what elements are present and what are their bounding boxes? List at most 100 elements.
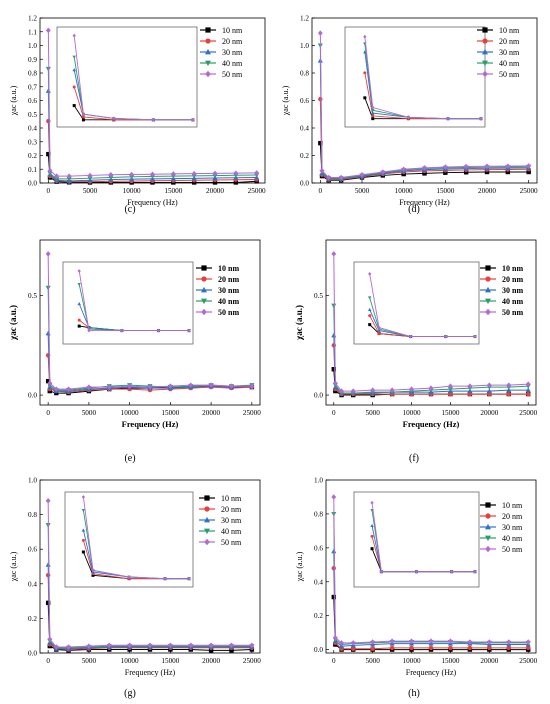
inset-data-point — [81, 495, 86, 499]
x-tick-label: 15000 — [161, 409, 179, 417]
y-tick-label: 0.8 — [300, 70, 309, 78]
legend-label: 20 nm — [221, 505, 242, 514]
inset-data-point — [446, 116, 450, 121]
legend-label: 30 nm — [502, 523, 523, 532]
legend-label: 40 nm — [499, 59, 520, 68]
x-tick-label: 20000 — [206, 187, 224, 195]
plot-frame — [39, 239, 261, 406]
data-point — [484, 169, 490, 175]
inset-data-point — [81, 112, 86, 117]
data-point — [443, 170, 448, 175]
data-point — [229, 383, 234, 389]
data-point — [526, 163, 532, 169]
legend-label: 10 nm — [502, 264, 523, 273]
data-point — [208, 382, 214, 388]
y-tick-label: 0.2 — [28, 152, 37, 160]
inset-data-point — [371, 105, 375, 110]
y-axis-label: χac (a.u.) — [9, 551, 18, 582]
x-axis-label: Frequency (Hz) — [127, 198, 178, 207]
y-tick-label: 0.6 — [28, 97, 37, 105]
legend-label: 10 nm — [502, 501, 523, 510]
data-point — [47, 380, 53, 386]
y-tick-label: 0.8 — [28, 511, 37, 519]
data-point — [331, 494, 337, 500]
legend-label: 10 nm — [499, 26, 520, 35]
chart-panel: 0 5000 10000 15000 20000 25000 0.0 0.5 Frequency… — [8, 239, 261, 464]
inset-data-point — [120, 328, 124, 333]
y-tick-label: 1.1 — [28, 28, 37, 36]
inset-data-point — [370, 500, 374, 505]
inset-data-point — [444, 334, 448, 339]
y-tick-label: 1.2 — [300, 15, 309, 23]
inset-data-point — [77, 324, 81, 328]
data-point — [318, 140, 323, 146]
data-point — [350, 640, 356, 646]
legend-marker — [201, 265, 207, 271]
data-point — [167, 383, 173, 389]
y-tick-label: 0.7 — [28, 83, 37, 91]
legend-label: 40 nm — [218, 297, 239, 306]
legend-label: 10 nm — [222, 26, 243, 35]
x-tick-label: 0 — [46, 657, 50, 665]
inset-data-point — [368, 323, 372, 327]
inset-data-point — [91, 573, 95, 577]
inset-data-point — [370, 523, 374, 528]
legend-marker — [485, 286, 491, 293]
legend-label: 20 nm — [502, 512, 523, 521]
data-point — [486, 382, 492, 388]
data-point — [249, 383, 255, 389]
panel-label: (d) — [408, 204, 420, 215]
chart-panel: 0 5000 10000 15000 20000 25000 0.0 0.2 0.4 0.6 0.8… — [295, 477, 538, 700]
data-point — [233, 180, 239, 185]
legend-marker — [204, 506, 210, 512]
data-point — [506, 382, 512, 388]
data-point — [350, 388, 356, 394]
legend-label: 30 nm — [499, 48, 520, 57]
x-tick-label: 25000 — [243, 657, 261, 665]
inset-data-point — [377, 332, 381, 336]
data-point — [106, 384, 112, 390]
data-point — [389, 638, 395, 644]
data-point — [47, 167, 53, 174]
data-point — [45, 600, 51, 606]
legend-label: 30 nm — [502, 286, 523, 295]
x-axis-label: Frequency (Hz) — [399, 198, 450, 207]
inset-data-point — [127, 575, 131, 579]
panel-label: (e) — [124, 453, 135, 464]
inset-data-point — [81, 115, 85, 119]
x-tick-label: 15000 — [436, 187, 454, 195]
inset-data-point — [379, 569, 384, 574]
x-axis-label: Frequency (Hz) — [122, 419, 179, 429]
x-tick-label: 0 — [46, 409, 50, 417]
inset-data-point — [370, 534, 374, 538]
legend-label: 30 nm — [218, 286, 239, 295]
x-tick-label: 5000 — [355, 187, 370, 195]
legend-label: 50 nm — [502, 308, 523, 317]
inset-frame — [353, 261, 480, 345]
data-point — [467, 383, 473, 389]
data-point — [108, 172, 114, 178]
legend-marker — [485, 298, 491, 305]
data-point — [505, 163, 511, 169]
data-point — [339, 388, 344, 394]
data-point — [389, 387, 395, 393]
x-tick-label: 20000 — [202, 657, 220, 665]
legend-label: 20 nm — [499, 37, 520, 46]
legend-label: 10 nm — [218, 264, 239, 273]
data-point — [87, 172, 93, 179]
data-point — [108, 175, 114, 181]
inset-data-point — [371, 117, 375, 121]
legend-marker — [205, 27, 211, 33]
data-point — [45, 498, 51, 504]
y-axis-label: χac (a.u.) — [281, 85, 290, 116]
data-point — [332, 380, 338, 386]
panel-label: (h) — [408, 688, 420, 699]
legend-label: 20 nm — [222, 37, 243, 46]
legend-marker — [204, 516, 210, 523]
data-point — [249, 642, 255, 648]
data-point — [331, 367, 336, 372]
legend-marker — [485, 545, 491, 553]
inset-data-point — [370, 547, 374, 551]
data-point — [45, 27, 51, 34]
inset-data-point — [72, 85, 76, 89]
